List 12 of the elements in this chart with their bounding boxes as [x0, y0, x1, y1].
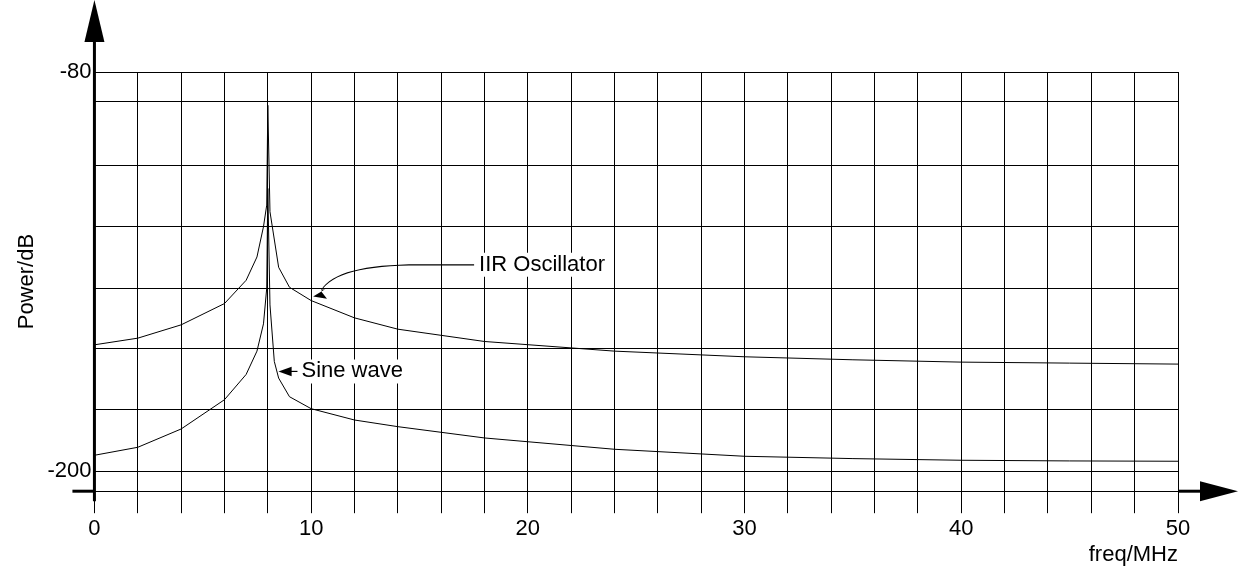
x-axis-title: freq/MHz [1088, 540, 1178, 566]
annotation: IIR Oscillator [479, 250, 606, 276]
x-tick-label: 40 [949, 515, 974, 541]
x-tick-label: 50 [1165, 515, 1191, 541]
annotation: Sine wave [301, 357, 403, 383]
x-tick-label: 10 [298, 515, 324, 541]
y-tick-label: -80 [59, 58, 92, 84]
x-tick-label: 20 [515, 515, 541, 541]
y-axis-title: Power/dB [13, 233, 39, 330]
x-tick-label: 0 [88, 515, 101, 541]
y-tick-label: -200 [47, 457, 92, 483]
x-tick-label: 30 [732, 515, 757, 541]
